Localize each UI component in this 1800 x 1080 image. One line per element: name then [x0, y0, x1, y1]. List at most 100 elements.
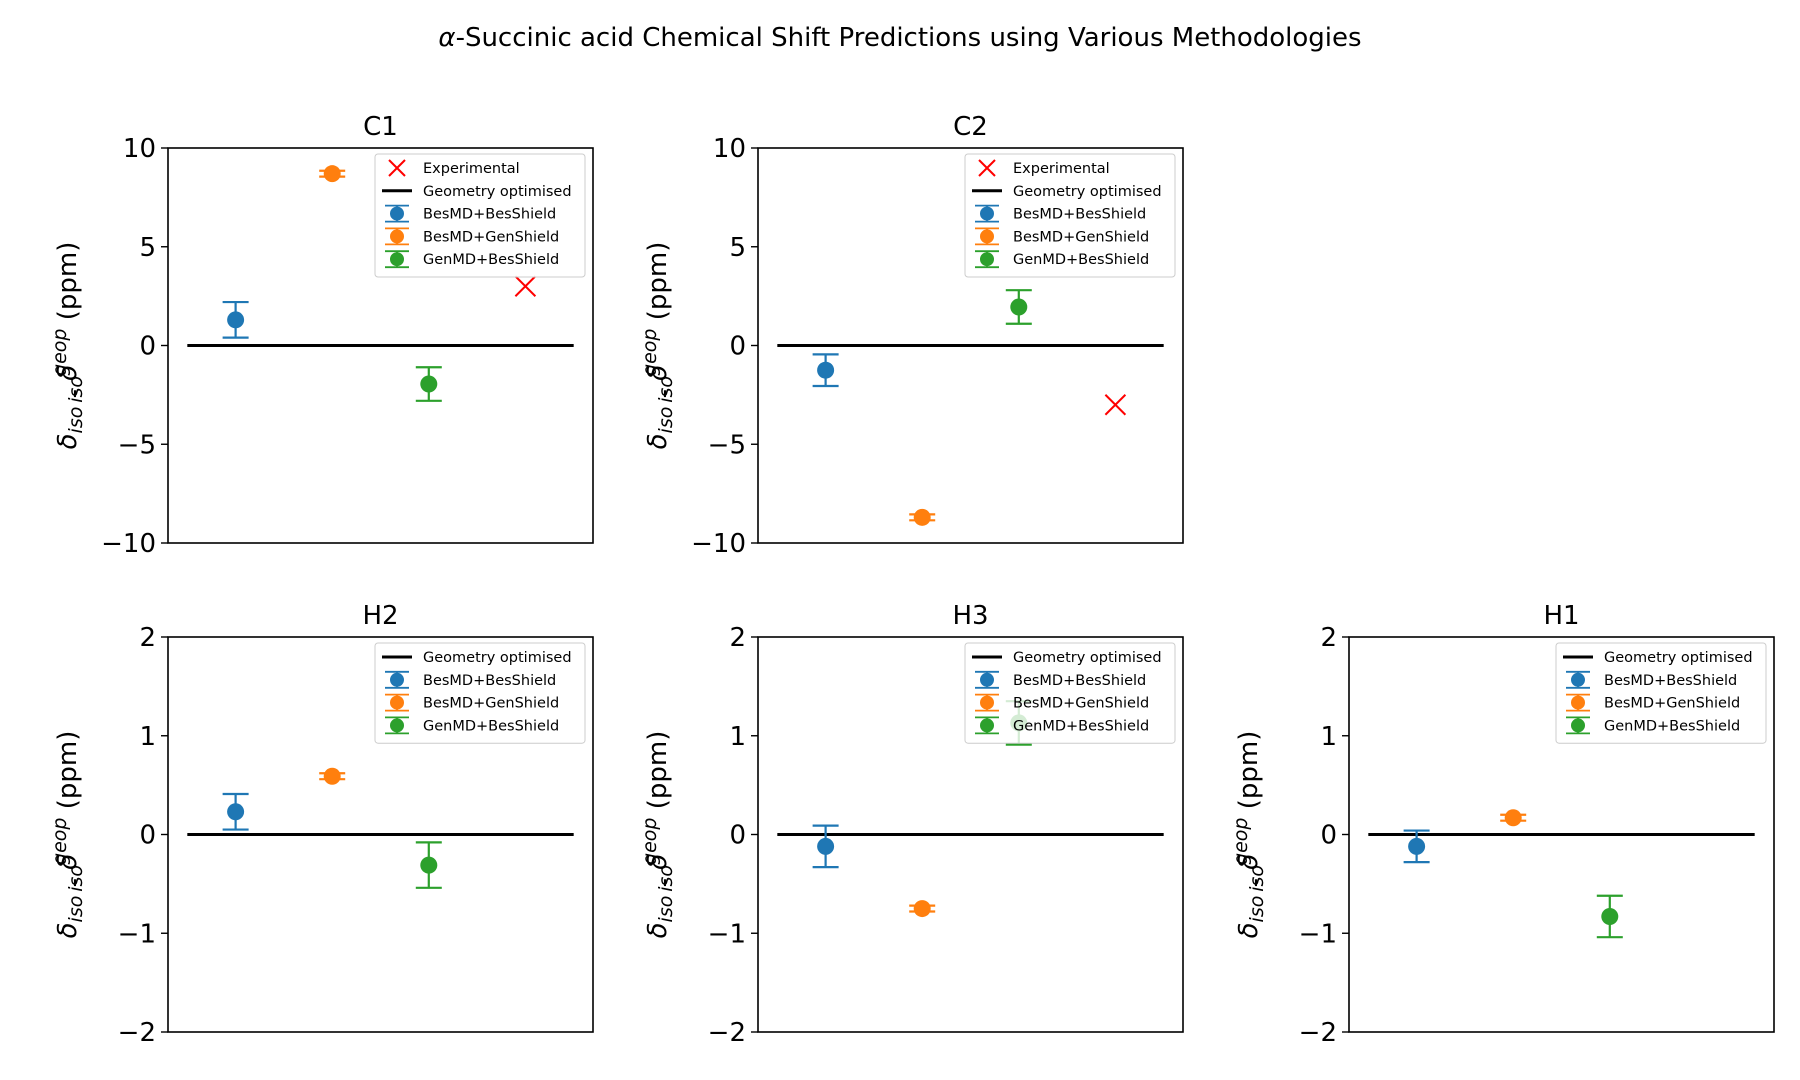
legend-marker-experimental — [978, 159, 996, 177]
legend-marker-point — [980, 252, 994, 267]
series-besmd-besshield — [812, 353, 839, 388]
legend-label: Experimental — [1013, 161, 1110, 177]
y-tick-label: 0 — [139, 821, 156, 851]
legend-item-besmd-genshield: BesMD+GenShield — [1566, 693, 1740, 712]
legend-item-besmd-genshield: BesMD+GenShield — [385, 227, 559, 245]
legend-label: BesMD+GenShield — [423, 696, 559, 712]
legend: Geometry optimised BesMD+BesShield BesMD+G… — [1555, 642, 1767, 744]
legend-item-geometry-optimised: Geometry optimised — [972, 184, 1162, 200]
legend-marker-point — [390, 672, 404, 687]
series-besmd-genshield — [909, 900, 936, 918]
panel-c2: C2 −10 −5 0 5 10 δiso - δisogeop (ppm) Experime… — [639, 112, 1184, 559]
legend-item-geometry-optimised: Geometry optimised — [1563, 650, 1753, 666]
legend-marker-point — [390, 229, 404, 244]
data-point — [323, 165, 341, 183]
y-tick-label: 2 — [1320, 623, 1337, 653]
y-axis-label: δiso - δisogeop (ppm) — [639, 242, 679, 450]
data-point — [420, 856, 438, 874]
series-genmd-besshield — [1596, 894, 1623, 939]
series-genmd-besshield — [415, 366, 442, 402]
series-besmd-besshield — [222, 792, 249, 831]
y-tick-label: 0 — [729, 332, 746, 362]
series-besmd-besshield — [1403, 829, 1430, 864]
legend-item-besmd-besshield: BesMD+BesShield — [385, 204, 556, 223]
y-tick-label: 10 — [713, 134, 746, 164]
y-tick-label: −1 — [1299, 919, 1337, 949]
y-tick-label: 1 — [729, 722, 746, 752]
legend-item-genmd-besshield: GenMD+BesShield — [975, 716, 1149, 734]
series-besmd-genshield — [909, 508, 936, 526]
y-tick-label: 0 — [139, 332, 156, 362]
y-tick-label: −5 — [708, 430, 746, 460]
figure-title-symbol: α — [438, 23, 455, 53]
y-tick-label: −5 — [118, 430, 156, 460]
legend-label: BesMD+GenShield — [423, 229, 559, 245]
data-point — [323, 767, 341, 785]
experimental-marker-stroke — [1104, 394, 1127, 416]
y-tick-label: 5 — [139, 233, 156, 263]
experimental-marker — [1104, 394, 1127, 416]
y-tick-label: 10 — [123, 134, 156, 164]
y-axis-label: δiso - δisogeop (ppm) — [639, 731, 679, 939]
experimental-marker — [514, 275, 537, 297]
legend-label: BesMD+GenShield — [1013, 696, 1149, 712]
legend-item-besmd-genshield: BesMD+GenShield — [385, 693, 559, 712]
data-point — [913, 508, 931, 526]
legend-label: GenMD+BesShield — [423, 252, 559, 268]
panel-h3: H3 −2 −1 0 1 2 δiso - δisogeop (ppm) Geometry o… — [639, 601, 1184, 1048]
y-tick-label: 0 — [1320, 821, 1337, 851]
figure-title: α-Succinic acid Chemical Shift Predictio… — [438, 23, 1361, 53]
legend-marker-point — [980, 672, 994, 687]
legend-item-besmd-genshield: BesMD+GenShield — [975, 693, 1149, 712]
legend-marker-experimental — [388, 159, 406, 177]
data-point — [913, 900, 931, 918]
data-point — [227, 803, 245, 821]
data-point — [420, 375, 438, 393]
legend-marker-point — [980, 229, 994, 244]
legend-box — [374, 642, 586, 744]
series-besmd-besshield — [812, 824, 839, 869]
legend: Experimental Geometry optimised BesMD+BesS… — [374, 153, 586, 278]
series-genmd-besshield — [415, 841, 442, 889]
y-tick-label: −2 — [118, 1018, 156, 1048]
y-tick-label: −1 — [118, 919, 156, 949]
data-point — [1408, 837, 1426, 855]
y-axis-label: δiso - δisogeop (ppm) — [49, 242, 89, 450]
legend: Geometry optimised BesMD+BesShield BesMD+G… — [964, 642, 1176, 744]
legend-label: BesMD+GenShield — [1013, 229, 1149, 245]
series-besmd-genshield — [319, 165, 346, 183]
series-genmd-besshield — [1005, 289, 1032, 325]
legend-label: BesMD+BesShield — [423, 207, 556, 223]
data-point — [817, 837, 835, 855]
legend-marker-point — [1571, 672, 1585, 687]
legend-label: BesMD+BesShield — [1604, 673, 1737, 689]
legend-marker-point — [390, 718, 404, 733]
y-tick-label: −1 — [708, 919, 746, 949]
legend-item-besmd-besshield: BesMD+BesShield — [975, 670, 1146, 689]
y-tick-label: 2 — [139, 623, 156, 653]
legend-label: BesMD+BesShield — [1013, 207, 1146, 223]
legend-box — [964, 642, 1176, 744]
panel-title: C1 — [363, 112, 398, 142]
legend-label: BesMD+BesShield — [1013, 673, 1146, 689]
legend-label: Geometry optimised — [423, 650, 572, 666]
legend-box — [374, 153, 586, 278]
series-besmd-genshield — [1500, 809, 1527, 827]
legend-label: GenMD+BesShield — [1604, 718, 1740, 734]
legend-label: BesMD+BesShield — [423, 673, 556, 689]
legend: Experimental Geometry optimised BesMD+BesS… — [964, 153, 1176, 278]
legend-item-besmd-besshield: BesMD+BesShield — [975, 204, 1146, 223]
legend: Geometry optimised BesMD+BesShield BesMD+G… — [374, 642, 586, 744]
data-point — [227, 311, 245, 329]
legend-item-experimental: Experimental — [978, 159, 1110, 177]
y-tick-label: 1 — [139, 722, 156, 752]
legend-item-geometry-optimised: Geometry optimised — [382, 650, 572, 666]
data-point — [1601, 907, 1619, 925]
legend-item-genmd-besshield: GenMD+BesShield — [1566, 716, 1740, 734]
figure-title-text: -Succinic acid Chemical Shift Prediction… — [456, 23, 1362, 53]
legend-marker-point — [980, 206, 994, 221]
y-tick-label: −10 — [101, 529, 156, 559]
legend-item-experimental: Experimental — [388, 159, 520, 177]
